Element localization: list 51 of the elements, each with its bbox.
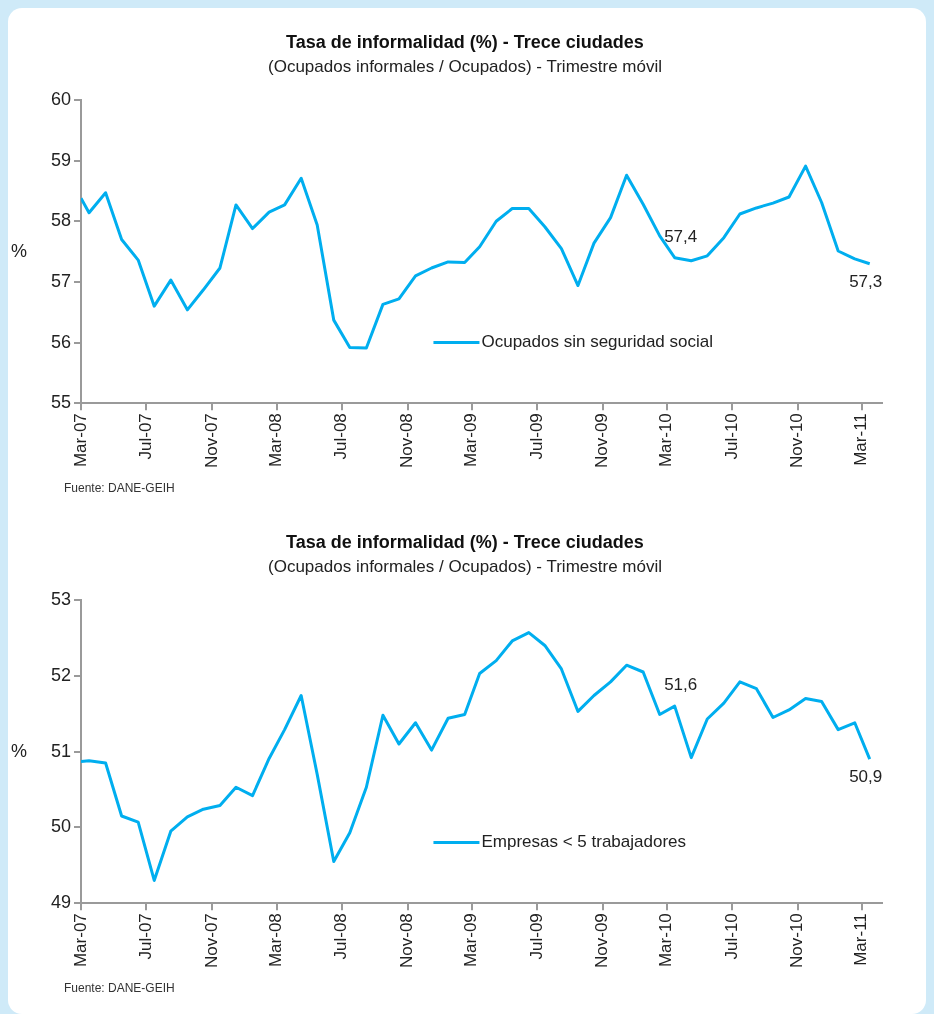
y-tick-label: 57 <box>50 270 72 291</box>
x-tick-label: Nov-09 <box>592 913 612 969</box>
x-tick-label: Jul-09 <box>526 913 546 960</box>
y-tick-label: 53 <box>50 588 72 609</box>
x-tick-label: Nov-09 <box>592 413 612 469</box>
x-tick-label: Nov-10 <box>787 913 807 969</box>
x-tick-label: Mar-08 <box>266 413 286 468</box>
x-tick-label: Mar-11 <box>851 413 871 466</box>
x-tick-label: Nov-10 <box>787 413 807 469</box>
x-tick-label: Jul-07 <box>135 913 155 960</box>
annotation: 51,6 <box>664 675 698 695</box>
x-tick-label: Nov-08 <box>397 413 417 469</box>
source-note: Fuente: DANE-GEIH <box>64 981 176 995</box>
y-tick-label: 52 <box>50 664 72 685</box>
y-tick-label: 56 <box>50 331 72 352</box>
x-tick-label: Nov-07 <box>201 913 221 969</box>
y-tick-label: 50 <box>50 816 72 837</box>
annotation: 57,3 <box>849 271 883 291</box>
x-tick-label: Mar-07 <box>70 913 90 968</box>
x-tick-label: Nov-08 <box>397 913 417 969</box>
y-axis-title: % <box>11 240 28 261</box>
annotation: 50,9 <box>849 767 883 787</box>
x-tick-label: Mar-09 <box>461 413 481 468</box>
y-tick-label: 55 <box>50 392 72 413</box>
x-tick-label: Nov-07 <box>201 413 221 469</box>
y-tick-label: 49 <box>50 892 72 913</box>
chart-subtitle: (Ocupados informales / Ocupados) - Trimestre móvil <box>268 57 662 77</box>
x-tick-label: Jul-08 <box>331 413 351 460</box>
x-tick-label: Mar-09 <box>461 913 481 968</box>
x-tick-label: Jul-08 <box>331 913 351 960</box>
x-tick-label: Mar-07 <box>70 413 90 468</box>
y-tick-label: 59 <box>50 149 72 170</box>
x-tick-label: Mar-11 <box>851 913 871 966</box>
x-tick-label: Mar-10 <box>656 913 676 968</box>
y-axis-title: % <box>11 740 28 761</box>
y-tick-label: 60 <box>50 88 72 109</box>
y-tick-label: 51 <box>50 740 72 761</box>
chart-title: Tasa de informalidad (%) - Trece ciudades <box>286 531 644 552</box>
source-note: Fuente: DANE-GEIH <box>64 481 176 495</box>
legend-label: Ocupados sin seguridad social <box>481 332 713 352</box>
x-tick-label: Jul-10 <box>721 413 741 460</box>
legend-label: Empresas < 5 trabajadores <box>481 832 687 852</box>
x-tick-label: Jul-07 <box>135 413 155 460</box>
x-tick-label: Jul-09 <box>526 413 546 460</box>
annotation: 57,4 <box>664 226 698 246</box>
x-tick-label: Jul-10 <box>721 913 741 960</box>
chart-title: Tasa de informalidad (%) - Trece ciudades <box>286 31 644 52</box>
x-tick-label: Mar-10 <box>656 413 676 468</box>
chart-subtitle: (Ocupados informales / Ocupados) - Trimestre móvil <box>268 557 662 577</box>
x-tick-label: Mar-08 <box>266 913 286 968</box>
y-tick-label: 58 <box>50 210 72 231</box>
